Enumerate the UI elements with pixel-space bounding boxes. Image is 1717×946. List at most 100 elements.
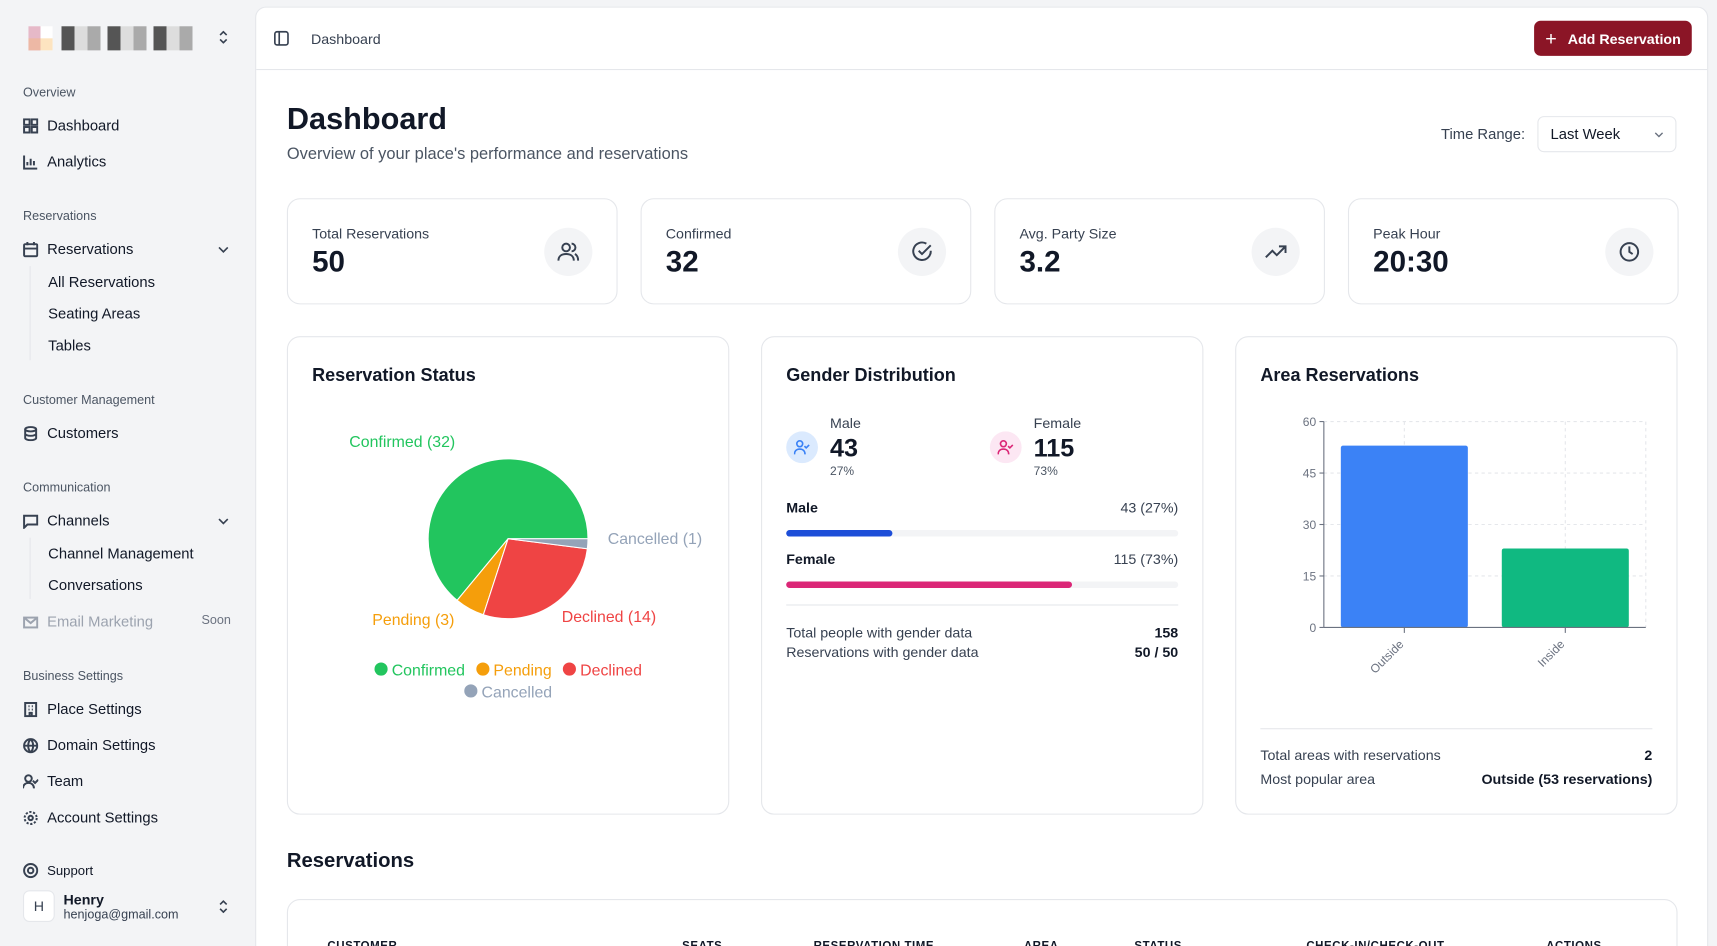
bar-chart-icon — [23, 154, 38, 170]
stat-value: 32 — [665, 245, 699, 279]
label: Account Settings — [47, 809, 159, 826]
column-header: CHECK-IN/CHECK-OUT — [1306, 940, 1444, 946]
pie-label-confirmed: Confirmed (32) — [349, 433, 456, 452]
page-subtitle: Overview of your place's performance and… — [286, 144, 689, 164]
chevrons-up-down-icon — [219, 900, 228, 914]
pie-label-cancelled: Cancelled (1) — [607, 531, 703, 549]
divider — [29, 266, 31, 361]
female-percent: 73% — [1033, 465, 1058, 479]
sidebar-item-channel-management[interactable]: Channel Management — [48, 545, 194, 562]
reservation-status-card: Reservation Status Confirmed (32) Cancel… — [286, 336, 730, 815]
column-header: RESERVATION TIME — [814, 940, 935, 946]
chevrons-up-down-icon[interactable] — [217, 30, 230, 44]
chevron-down-icon[interactable] — [217, 515, 230, 528]
female-bar-label: Female — [786, 550, 836, 568]
workspace-logo[interactable] — [28, 26, 193, 51]
column-header: CUSTOMER — [327, 940, 397, 946]
popular-area-value: Outside (53 reservations) — [1481, 770, 1653, 788]
sidebar-item-channels[interactable]: Channels — [23, 512, 110, 529]
total-areas-value: 2 — [1644, 746, 1653, 764]
divider — [786, 604, 1179, 606]
pie-label-declined: Declined (14) — [561, 608, 657, 627]
sidebar-item-account-settings[interactable]: Account Settings — [23, 809, 159, 826]
pie-label-pending: Pending (3) — [372, 612, 455, 630]
popular-area-label: Most popular area — [1260, 770, 1376, 788]
plus-icon: + — [1545, 26, 1557, 49]
time-range-label: Time Range: — [1441, 125, 1526, 143]
sidebar-item-analytics[interactable]: Analytics — [23, 153, 106, 170]
label: Customers — [47, 424, 119, 442]
sidebar-item-tables[interactable]: Tables — [48, 337, 91, 354]
male-user-icon — [786, 431, 818, 464]
section-reservations: Reservations — [22, 210, 97, 224]
soon-badge: Soon — [201, 614, 231, 628]
label: Domain Settings — [47, 736, 156, 754]
male-progress-bar — [786, 529, 1179, 537]
divider — [29, 537, 31, 599]
stat-card-confirmed: Confirmed 32 — [640, 198, 972, 305]
y-tick-label: 15 — [1303, 569, 1317, 583]
label: Support — [47, 862, 94, 879]
section-customer-management: Customer Management — [22, 394, 155, 408]
stat-value: 50 — [312, 245, 345, 279]
column-header: STATUS — [1134, 940, 1182, 946]
mail-icon — [23, 616, 39, 628]
card-title: Gender Distribution — [786, 365, 956, 386]
page-title: Dashboard — [286, 101, 448, 136]
time-range-select[interactable]: Last Week — [1537, 116, 1677, 153]
legend-confirmed: Confirmed — [374, 662, 465, 680]
sidebar-item-seating-areas[interactable]: Seating Areas — [48, 305, 141, 322]
globe-icon — [23, 737, 39, 753]
column-header: SEATS — [682, 940, 722, 946]
reservations-gender-value: 50 / 50 — [1134, 643, 1179, 661]
stat-label: Confirmed — [665, 225, 732, 242]
x-tick-label: Outside — [1367, 637, 1406, 676]
total-people-label: Total people with gender data — [786, 624, 973, 641]
pie-slice-declined — [482, 538, 588, 620]
female-label: Female — [1033, 415, 1082, 432]
column-header: AREA — [1024, 940, 1059, 946]
chevron-down-icon — [1654, 132, 1664, 138]
chevron-down-icon[interactable] — [217, 243, 230, 256]
area-bar-chart: 0 15 30 45 60 Outside Inside — [1303, 415, 1647, 676]
male-percent: 27% — [830, 465, 855, 479]
sidebar-item-team[interactable]: Team — [22, 773, 83, 789]
sidebar-item-customers[interactable]: Customers — [23, 425, 119, 441]
sidebar-item-support[interactable]: Support — [23, 863, 93, 878]
y-tick-label: 30 — [1303, 518, 1317, 532]
stat-card-peak-hour: Peak Hour 20:30 — [1347, 198, 1679, 305]
add-reservation-button[interactable]: + Add Reservation — [1534, 20, 1692, 56]
status-pie-chart — [427, 458, 589, 620]
user-menu[interactable]: H Henry henjoga@gmail.com — [0, 883, 254, 938]
reservations-section-title: Reservations — [286, 848, 415, 872]
breadcrumb[interactable]: Dashboard — [310, 30, 381, 47]
section-overview: Overview — [22, 86, 76, 100]
bar-inside — [1501, 548, 1629, 628]
sidebar-item-reservations[interactable]: Reservations — [23, 241, 133, 257]
building-icon — [24, 701, 38, 717]
reservations-table: CUSTOMER SEATS RESERVATION TIME AREA STATUS C… — [286, 898, 1678, 946]
x-tick-label: Inside — [1535, 637, 1568, 670]
sidebar-item-all-reservations[interactable]: All Reservations — [48, 273, 155, 291]
main-panel: Dashboard + Add Reservation Dashboard Ove… — [255, 6, 1709, 946]
female-user-icon — [989, 431, 1022, 464]
sidebar: Overview Dashboard Analytics Reservation… — [0, 0, 254, 946]
sidebar-toggle-icon[interactable] — [274, 30, 289, 46]
clock-icon — [1605, 227, 1654, 276]
trending-up-icon — [1251, 227, 1300, 276]
total-people-value: 158 — [1154, 624, 1179, 641]
y-tick-label: 45 — [1303, 466, 1317, 480]
sidebar-item-conversations[interactable]: Conversations — [48, 577, 143, 594]
stat-label: Total Reservations — [312, 225, 430, 242]
label: Add Reservation — [1567, 30, 1681, 47]
card-title: Reservation Status — [312, 365, 476, 386]
sidebar-item-domain-settings[interactable]: Domain Settings — [23, 737, 156, 753]
pie-legend: Confirmed Pending Declined Cancelled — [288, 662, 728, 702]
label: Email Marketing — [47, 613, 154, 630]
reservations-gender-label: Reservations with gender data — [786, 643, 979, 661]
sidebar-item-dashboard[interactable]: Dashboard — [23, 117, 119, 134]
message-square-icon — [23, 514, 39, 529]
legend-cancelled: Cancelled — [464, 684, 552, 702]
sidebar-item-place-settings[interactable]: Place Settings — [23, 701, 142, 717]
grid-icon — [23, 117, 39, 133]
